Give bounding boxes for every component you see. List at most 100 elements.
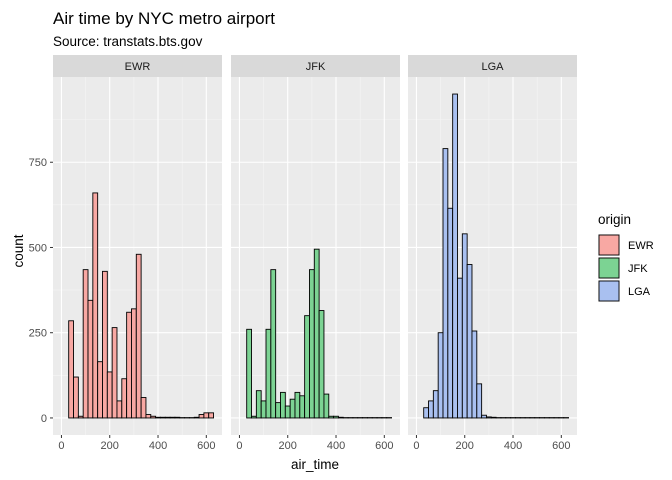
histogram-bar [452, 93, 458, 419]
histogram-bar [260, 400, 267, 419]
histogram-bar [275, 402, 281, 419]
histogram-bar [476, 383, 483, 419]
y-axis-label: count [11, 234, 26, 267]
histogram-bar [265, 328, 272, 419]
chart-title: Air time by NYC metro airport [53, 9, 275, 28]
facet-panels: EWR 0 200 400 600 JFK 0 200 400 600 LGA 0 200 400 600 [53, 55, 577, 452]
legend: origin EWR JFK LGA [598, 212, 654, 302]
histogram-bar [131, 308, 137, 419]
histogram-bar [102, 270, 108, 419]
histogram-bar [203, 412, 210, 419]
histogram-bar [442, 148, 449, 419]
histogram-bar [87, 299, 94, 419]
legend-label: JFK [628, 263, 648, 275]
legend-entry-ewr: EWR [598, 234, 654, 256]
histogram-bar [337, 416, 344, 419]
y-tick-label: 750 [29, 157, 47, 169]
legend-entry-lga: LGA [598, 280, 651, 302]
legend-label: EWR [628, 240, 654, 252]
x-tick-label: 600 [552, 440, 570, 452]
histogram-bar [432, 390, 439, 419]
legend-title: origin [598, 212, 631, 227]
facet-strip [231, 55, 400, 77]
panel-background [408, 77, 577, 435]
histogram-bar [126, 311, 132, 419]
histogram-bar [490, 416, 497, 419]
histogram-bar [140, 397, 147, 419]
chart-subtitle: Source: transtats.bts.gov [53, 34, 203, 49]
histogram-bar [77, 415, 84, 419]
histogram-bar [68, 320, 74, 419]
histogram-bar [328, 415, 335, 419]
x-tick-label: 200 [101, 440, 119, 452]
histogram-bar [447, 207, 454, 419]
facet-strip [53, 55, 222, 77]
legend-items: EWR JFK LGA [598, 234, 654, 302]
histogram-bar [457, 277, 463, 419]
facet-strip-label: JFK [306, 61, 326, 73]
x-tick-label: 400 [149, 440, 167, 452]
legend-swatch [598, 257, 620, 279]
histogram-bar [164, 416, 171, 419]
histogram-bar [97, 361, 103, 419]
histogram-bar [323, 393, 330, 419]
y-tick-label: 0 [41, 413, 47, 425]
histogram-bar [255, 390, 262, 419]
x-tick-label: 400 [327, 440, 345, 452]
histogram-bar [92, 192, 99, 419]
x-tick-label: 0 [413, 440, 419, 452]
histogram-bar [251, 415, 257, 419]
histogram-bar [121, 378, 128, 419]
x-axis-label: air_time [291, 457, 339, 472]
histogram-bar [437, 332, 444, 419]
histogram-bar [423, 407, 429, 419]
facet-strip-label: LGA [481, 61, 504, 73]
legend-label: LGA [628, 286, 651, 298]
histogram-bar [111, 327, 118, 419]
x-tick-label: 400 [504, 440, 522, 452]
histogram-bar [333, 415, 339, 419]
y-tick-label: 500 [29, 242, 47, 254]
histogram-bar [246, 328, 252, 419]
legend-swatch [598, 234, 620, 256]
histogram-bar [73, 376, 79, 419]
legend-swatch [598, 280, 620, 302]
facet-panel-jfk: JFK 0 200 400 600 [231, 55, 400, 452]
histogram-bar [150, 415, 157, 419]
facet-strip [408, 55, 577, 77]
histogram-bar [169, 416, 176, 419]
histogram-bar [174, 416, 181, 419]
histogram-bar [289, 398, 296, 419]
histogram-bar [155, 416, 161, 419]
histogram-bar [208, 412, 215, 419]
x-tick-label: 600 [197, 440, 215, 452]
histogram-bar [294, 391, 301, 419]
histogram-bar [309, 269, 315, 419]
facet-strip-label: EWR [125, 61, 151, 73]
histogram-bar [193, 416, 200, 419]
histogram-bar [486, 416, 492, 419]
histogram-bar [82, 269, 89, 419]
histogram-bar [270, 269, 277, 419]
histogram-bar [313, 248, 320, 419]
histogram-bar [428, 400, 434, 419]
histogram-bar [280, 391, 286, 419]
histogram-bar [198, 414, 205, 419]
histogram-bar [481, 414, 487, 419]
histogram-bar [299, 395, 306, 419]
x-tick-label: 600 [375, 440, 393, 452]
facet-panel-lga: LGA 0 200 400 600 [408, 55, 577, 452]
histogram-bar [304, 315, 310, 419]
x-tick-label: 0 [58, 440, 64, 452]
histogram-bar [145, 414, 152, 419]
histogram-bar [466, 264, 473, 419]
x-tick-label: 0 [236, 440, 242, 452]
histogram-bar [471, 330, 478, 419]
y-tick-label: 250 [29, 328, 47, 340]
legend-entry-jfk: JFK [598, 257, 648, 279]
histogram-bar [461, 233, 468, 419]
histogram-bar [284, 405, 291, 419]
histogram-bar [106, 371, 113, 419]
facet-panel-ewr: EWR 0 200 400 600 [53, 55, 222, 452]
